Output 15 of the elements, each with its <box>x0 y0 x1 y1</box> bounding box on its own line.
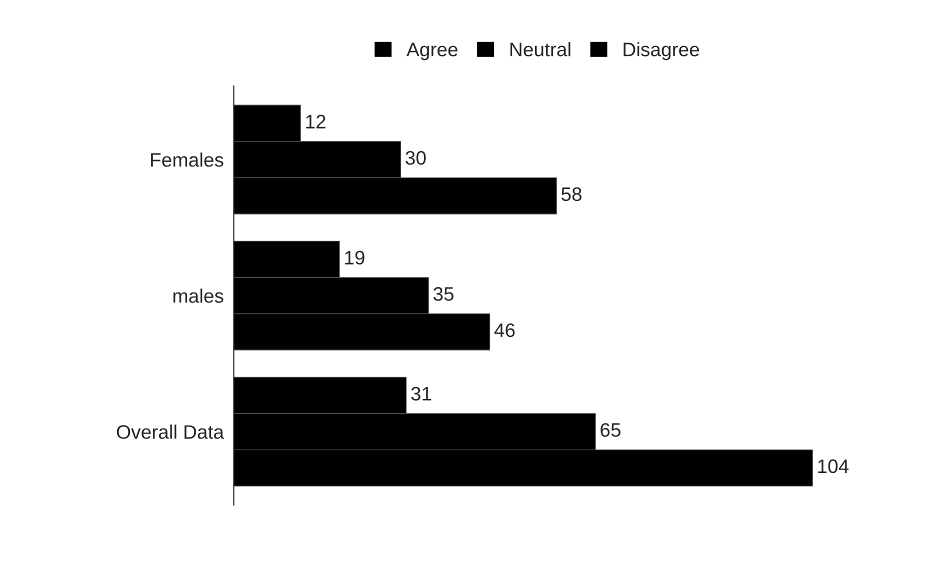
data-label: 58 <box>561 187 582 202</box>
data-label: 46 <box>494 323 515 338</box>
legend-label: Agree <box>406 42 458 60</box>
data-label: 104 <box>818 459 849 474</box>
data-label: 31 <box>411 386 432 401</box>
y-tick-label: Females <box>151 152 224 167</box>
data-label: 19 <box>345 250 364 265</box>
data-label: 35 <box>433 287 454 301</box>
data-label: 30 <box>406 151 426 165</box>
data-label: 65 <box>600 423 620 437</box>
y-tick-label: males <box>173 288 224 303</box>
y-tick-label: Overall Data <box>116 424 224 439</box>
legend-label: Disagree <box>624 42 700 60</box>
data-label: 12 <box>306 114 326 128</box>
legend-label: Neutral <box>510 42 570 56</box>
